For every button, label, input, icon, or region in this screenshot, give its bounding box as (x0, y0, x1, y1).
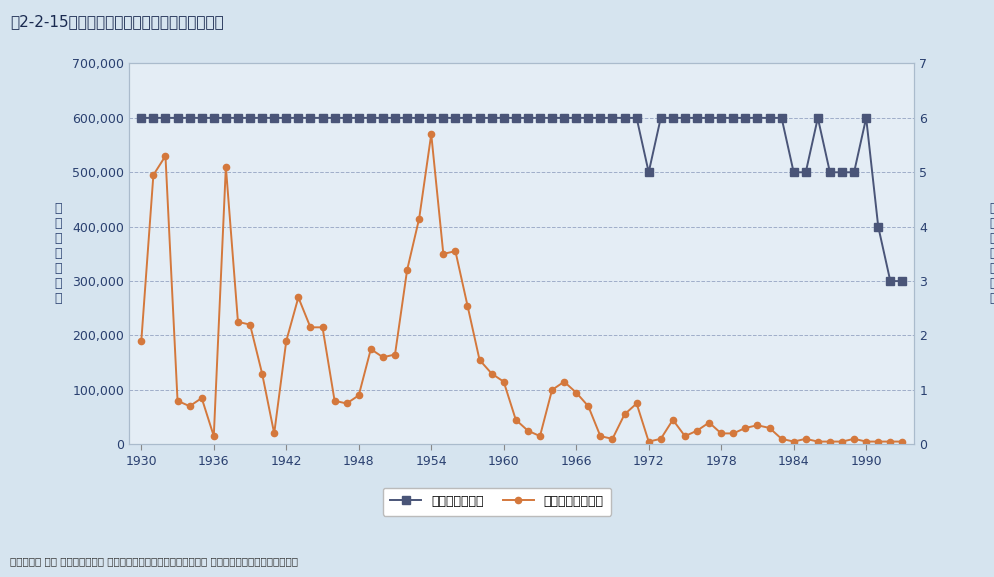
Text: 漁
獲
尾
数
（
尾
）: 漁 獲 尾 数 （ 尾 ） (55, 203, 63, 305)
魚場数（右軸） (232, 114, 244, 121)
漁獲尾数（左軸） (655, 436, 667, 443)
漁獲尾数（左軸） (643, 438, 655, 445)
魚場数（右軸） (135, 114, 147, 121)
Line: 漁獲尾数（左軸）: 漁獲尾数（左軸） (138, 131, 906, 445)
魚場数（右軸） (449, 114, 461, 121)
漁獲尾数（左軸） (232, 319, 244, 325)
Text: 図2-2-15　相模湾におけるブリの漁獲尾数推移: 図2-2-15 相模湾におけるブリの漁獲尾数推移 (10, 14, 224, 29)
Text: 資料：平元 泰輔 定置網型ー変遷 相模湾における定置網型の変遷－２ 大型定置網型ーより環境省作成: 資料：平元 泰輔 定置網型ー変遷 相模湾における定置網型の変遷－２ 大型定置網型… (10, 557, 298, 567)
魚場数（右軸） (510, 114, 522, 121)
魚場数（右軸） (618, 114, 630, 121)
漁獲尾数（左軸） (630, 400, 642, 407)
漁獲尾数（左軸） (135, 338, 147, 344)
魚場数（右軸） (630, 114, 642, 121)
Text: 魚
場
数
（
ヶ
所
）: 魚 場 数 （ ヶ 所 ） (989, 203, 994, 305)
漁獲尾数（左軸） (522, 427, 534, 434)
漁獲尾数（左軸） (897, 438, 909, 445)
魚場数（右軸） (897, 278, 909, 284)
Line: 魚場数（右軸）: 魚場数（右軸） (137, 114, 907, 285)
漁獲尾数（左軸） (461, 302, 473, 309)
漁獲尾数（左軸） (571, 389, 582, 396)
魚場数（右軸） (885, 278, 897, 284)
漁獲尾数（左軸） (425, 131, 437, 138)
魚場数（右軸） (559, 114, 571, 121)
Legend: 魚場数（右軸）, 漁獲尾数（左軸）: 魚場数（右軸）, 漁獲尾数（左軸） (383, 488, 611, 516)
